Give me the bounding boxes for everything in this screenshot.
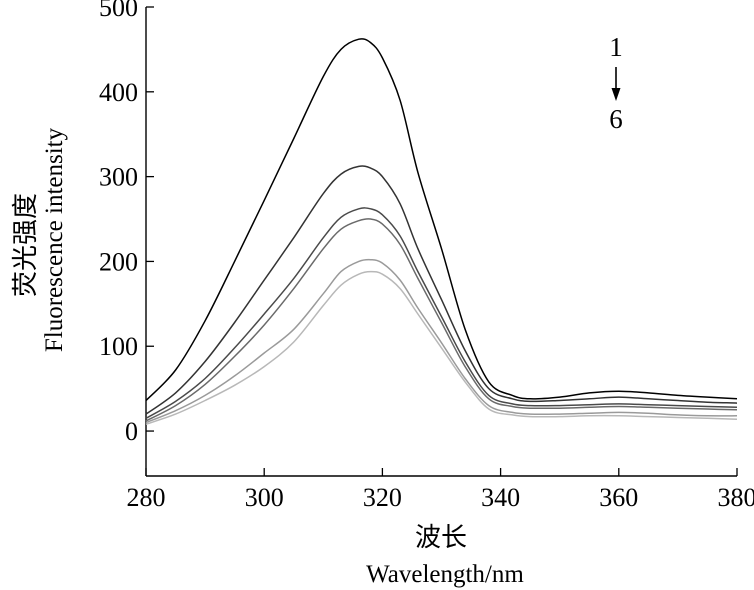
series-line-3 — [145, 207, 738, 419]
series-line-2 — [145, 165, 738, 415]
x-tick-label: 380 — [718, 483, 754, 512]
x-axis-title-cn: 波长 — [415, 523, 467, 553]
series-lines — [145, 38, 738, 426]
series-line-4 — [145, 218, 738, 422]
y-tick-label: 300 — [99, 163, 138, 192]
legend-start-label: 1 — [609, 32, 623, 62]
y-tick-label: 500 — [99, 0, 138, 22]
x-axis-title: Wavelength/nm — [366, 561, 524, 588]
series-line-1 — [145, 38, 738, 402]
y-tick-label: 200 — [99, 247, 138, 276]
x-tick-label: 320 — [363, 483, 402, 512]
ticks: 280 300 320 340 360 380 0 100 200 300 400 500 — [99, 0, 754, 512]
axes — [145, 7, 737, 477]
y-tick-label: 0 — [125, 417, 138, 446]
legend-end-label: 6 — [609, 104, 623, 134]
y-axis-title: Fluorescence intensity — [41, 127, 68, 352]
x-tick-label: 280 — [127, 483, 166, 512]
x-tick-label: 340 — [481, 483, 520, 512]
y-tick-label: 400 — [99, 78, 138, 107]
series-line-6 — [145, 270, 738, 426]
x-tick-label: 300 — [245, 483, 284, 512]
x-tick-label: 360 — [599, 483, 638, 512]
legend-arrow-head-icon — [611, 88, 621, 101]
series-line-5 — [145, 258, 738, 424]
y-tick-label: 100 — [99, 332, 138, 361]
y-axis-title-cn: 荧光强度 — [11, 193, 41, 297]
